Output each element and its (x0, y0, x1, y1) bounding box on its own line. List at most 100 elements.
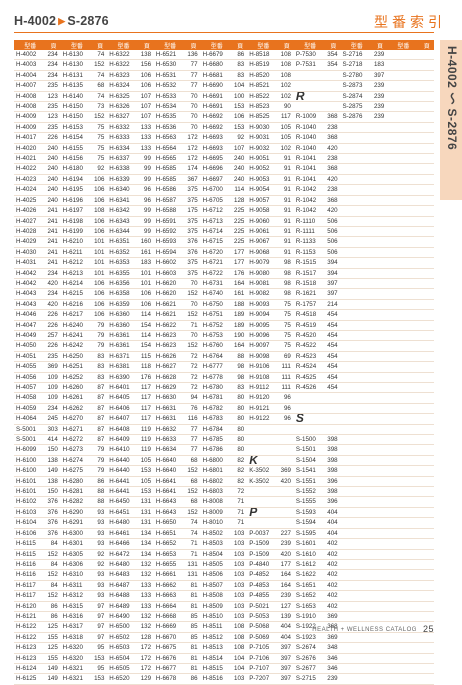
page-ref: 98 (279, 288, 294, 300)
model-number: H-9082 (247, 288, 280, 300)
page-ref: 75 (93, 153, 108, 165)
model-number: H-6490 (107, 611, 140, 623)
page-ref: 454 (326, 309, 341, 321)
table-row: H-6120 86 H-6315 97 H-6489 133 H-6664 81 H-8509 1… (14, 601, 434, 612)
page-ref: 98 (233, 372, 248, 384)
page-ref: 79 (93, 330, 108, 342)
page-ref: 397 (279, 642, 294, 654)
model-number: H-6338 (107, 163, 140, 175)
model-number: H-9052 (247, 163, 280, 175)
page-ref: 240 (233, 163, 248, 175)
page-ref: 241 (46, 216, 61, 227)
model-number: H-6532 (153, 80, 187, 92)
model-number: H-6317 (60, 621, 94, 633)
model-number: R-1041 (293, 153, 327, 165)
model-number (340, 632, 373, 644)
model-number: H-6115 (14, 549, 47, 560)
model-number: H-6752 (200, 320, 234, 331)
model-number (340, 330, 373, 342)
page-ref: 68 (93, 80, 108, 92)
model-number: H-6472 (107, 549, 140, 560)
model-number: H-6216 (60, 299, 94, 311)
model-number: H-4022 (14, 163, 47, 175)
model-number: R-1621 (293, 288, 327, 300)
model-number: H-6337 (107, 153, 140, 165)
page-ref: 152 (93, 111, 108, 123)
page-ref (372, 174, 388, 186)
model-number (387, 621, 420, 633)
page-ref: 119 (139, 434, 154, 446)
model-number: H-4064 (14, 413, 47, 425)
model-number: H-6353 (107, 257, 140, 269)
page-ref: 72 (186, 361, 201, 373)
model-number: H-4009 (14, 111, 47, 123)
page-ref: 177 (233, 247, 248, 259)
page-ref: 134 (139, 528, 154, 540)
model-number: H-6211 (60, 247, 94, 259)
model-number (340, 340, 373, 352)
table-row: H-4020 240 H-6155 75 H-6334 133 H-6564 172 H-669… (14, 143, 434, 155)
model-number: H-6359 (107, 299, 140, 311)
table-row: H-4007 235 H-6135 68 H-6324 106 H-6532 77 H-6690… (14, 80, 434, 92)
page-ref: 117 (279, 111, 294, 123)
model-number (247, 486, 280, 498)
model-number: H-6199 (60, 226, 94, 238)
model-number: H-9094 (247, 309, 280, 321)
page-ref: 225 (233, 216, 248, 227)
model-number: H-6301 (60, 538, 94, 550)
page-ref (419, 226, 434, 238)
model-number: H-6241 (60, 330, 94, 342)
model-number (387, 673, 420, 685)
model-number: R-1757 (293, 299, 327, 311)
page-ref (372, 528, 388, 540)
page-ref: 152 (186, 486, 201, 498)
page-ref: 87 (93, 403, 108, 415)
model-number: H-6784 (200, 424, 234, 436)
model-number (387, 590, 420, 602)
model-number: H-6106 (14, 528, 47, 540)
page-ref (419, 101, 434, 113)
model-number: H-6310 (60, 569, 94, 581)
table-row: H-4043 420 H-6216 106 H-6359 106 H-6621 70 H-675… (14, 299, 434, 311)
table-row: H-4009 123 H-6150 152 H-6327 107 H-6535 70 H-669… (14, 111, 434, 123)
model-number: H-4030 (14, 247, 47, 259)
table-row: H-4027 241 H-6198 106 H-6343 99 H-6591 375 H-671… (14, 216, 434, 227)
page-ref: 92 (93, 559, 108, 571)
page-ref: 225 (233, 236, 248, 248)
page-ref (419, 486, 434, 498)
model-number: H-8525 (247, 111, 280, 123)
table-row: H-4057 109 H-6260 87 H-6401 117 H-6629 72 H-6780… (14, 382, 434, 394)
model-number: H-6360 (107, 309, 140, 321)
page-ref: 375 (186, 257, 201, 269)
model-number: H-6662 (153, 580, 187, 592)
column-header: 頁 (326, 40, 341, 50)
page-ref: 117 (139, 403, 154, 415)
column-header: 頁 (93, 40, 108, 50)
page-ref: 177 (279, 559, 294, 571)
model-number: H-6585 (153, 174, 187, 186)
table-row: H-4046 226 H-6217 106 H-6360 114 H-6621 152 H-67… (14, 309, 434, 321)
model-number (340, 496, 373, 508)
column-header: 型番 (60, 40, 94, 50)
page-ref: 394 (326, 257, 341, 269)
model-number: R-1515 (293, 257, 327, 269)
model-number: H-6281 (60, 486, 94, 498)
page-ref: 225 (233, 205, 248, 217)
page-ref (419, 528, 434, 540)
model-number (340, 184, 373, 196)
page-ref: 152 (46, 549, 61, 560)
header-rule (14, 32, 434, 33)
page-ref (372, 257, 388, 269)
page-ref (419, 611, 434, 623)
model-number: H-8009 (200, 507, 234, 519)
page-ref: 164 (279, 580, 294, 592)
model-number: H-6628 (153, 372, 187, 384)
model-number (340, 444, 373, 456)
page-ref: 87 (93, 424, 108, 436)
model-number: S-2875 (340, 101, 373, 113)
table-row: H-4008 123 H-6140 74 H-6325 107 H-6533 70 H-6691… (14, 91, 434, 103)
model-number: H-9112 (247, 382, 280, 394)
model-number (340, 559, 373, 571)
model-number: R-4524 (293, 361, 327, 373)
page-ref: 153 (233, 101, 248, 113)
